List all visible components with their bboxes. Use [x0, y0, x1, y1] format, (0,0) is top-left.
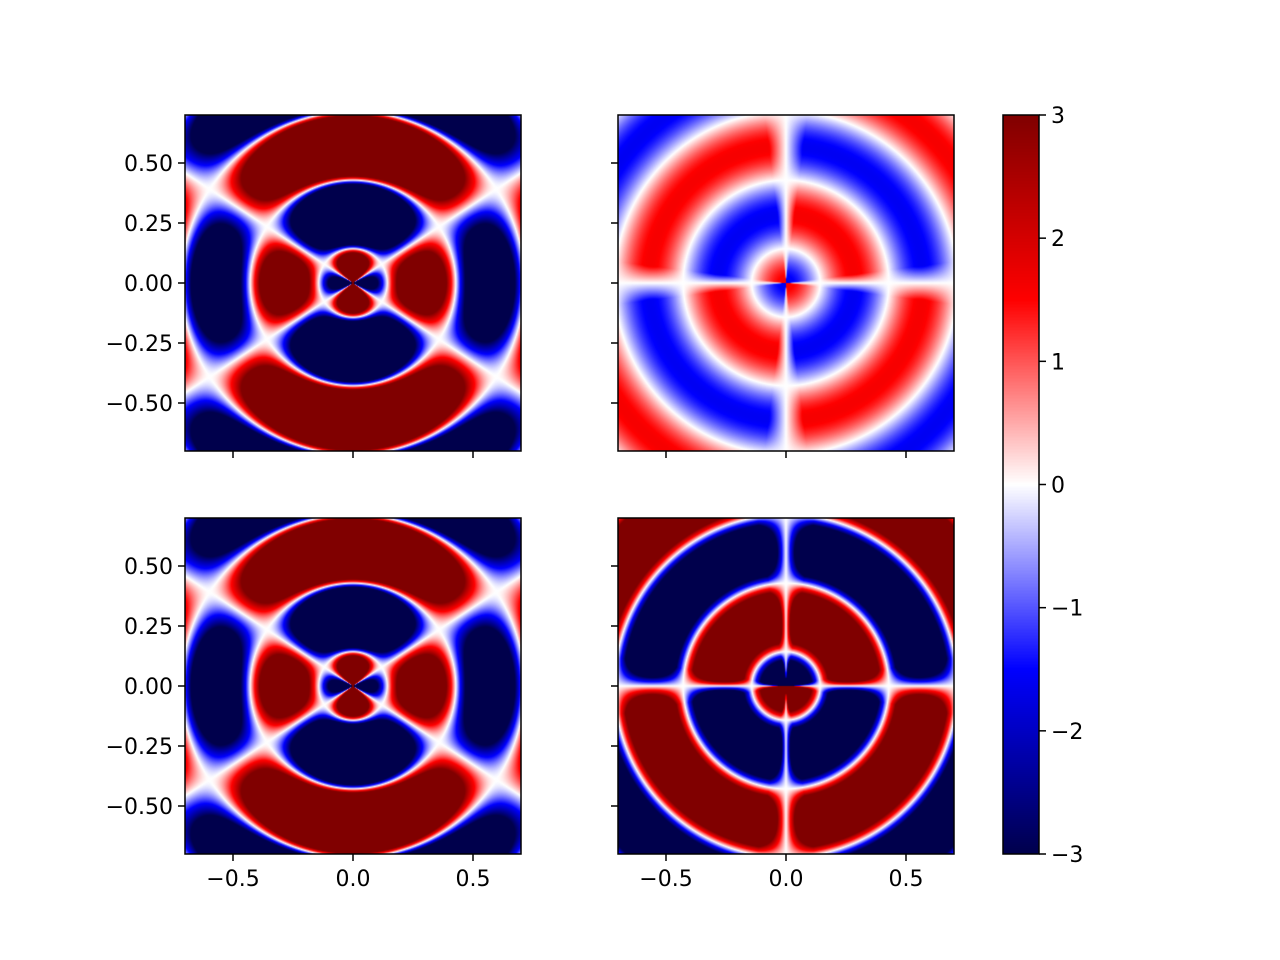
axes-frame-bottom-left	[184, 517, 522, 855]
x-tick-label: 0.0	[336, 867, 371, 892]
y-tick-label: −0.25	[106, 735, 173, 760]
heatmap-top-right	[618, 115, 954, 451]
axes-frame-top-left	[184, 114, 522, 452]
y-tick-label: −0.25	[106, 332, 173, 357]
y-tick-label: 0.00	[124, 272, 173, 297]
colorbar-tick-label: 0	[1051, 474, 1065, 499]
y-tick-label: −0.50	[106, 795, 173, 820]
colorbar-tick-label: −1	[1051, 597, 1083, 622]
colorbar-frame	[1002, 114, 1040, 855]
axes-frame-top-right	[617, 114, 955, 452]
colorbar-gradient	[1003, 115, 1039, 854]
colorbar-tick-label: 2	[1051, 227, 1065, 252]
y-tick-label: 0.50	[124, 555, 173, 580]
y-tick-label: −0.50	[106, 392, 173, 417]
x-tick-label: 0.0	[769, 867, 804, 892]
x-tick-label: −0.5	[206, 867, 259, 892]
y-tick-label: 0.25	[124, 615, 173, 640]
heatmap-top-left	[185, 115, 521, 451]
y-tick-label: 0.00	[124, 675, 173, 700]
colorbar-tick-label: −3	[1051, 843, 1083, 868]
colorbar-tick-label: −2	[1051, 720, 1083, 745]
y-tick-label: 0.50	[124, 152, 173, 177]
y-tick-label: 0.25	[124, 212, 173, 237]
x-tick-label: 0.5	[456, 867, 491, 892]
x-tick-label: −0.5	[639, 867, 692, 892]
colorbar-tick-label: 3	[1051, 104, 1065, 129]
heatmap-bottom-left	[185, 518, 521, 854]
x-tick-label: 0.5	[889, 867, 924, 892]
colorbar-tick-label: 1	[1051, 350, 1065, 375]
axes-frame-bottom-right	[617, 517, 955, 855]
heatmap-bottom-right	[618, 518, 954, 854]
